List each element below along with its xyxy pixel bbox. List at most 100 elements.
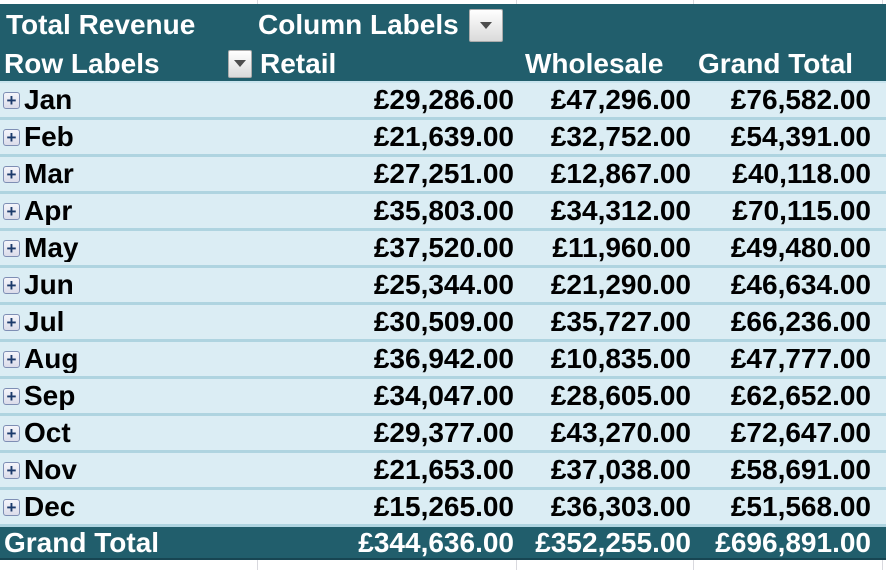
grand-total-label: Grand Total <box>4 528 160 557</box>
column-header-wholesale: Wholesale <box>525 49 664 78</box>
retail-value: £29,286.00 <box>373 86 514 114</box>
grand-total-total: £696,891.00 <box>715 528 871 557</box>
grand-total-wholesale: £352,255.00 <box>535 528 691 557</box>
pivot-row: + Dec £15,265.00 £36,303.00 £51,568.00 <box>0 490 886 527</box>
expand-plus-icon[interactable]: + <box>3 276 20 294</box>
pivot-title: Total Revenue <box>6 11 196 39</box>
row-label-cell: + Nov <box>0 456 258 484</box>
grand-total-value: £51,568.00 <box>730 493 871 521</box>
pivot-row: + May £37,520.00 £11,960.00 £49,480.00 <box>0 231 886 268</box>
grand-total-row: Grand Total £344,636.00 £352,255.00 £696… <box>0 527 886 560</box>
expand-plus-icon[interactable]: + <box>3 350 20 368</box>
expand-plus-icon[interactable]: + <box>3 165 20 183</box>
wholesale-value: £37,038.00 <box>550 456 691 484</box>
row-label-cell: + May <box>0 234 258 262</box>
retail-value: £35,803.00 <box>373 197 514 225</box>
grand-total-value: £47,777.00 <box>730 345 871 373</box>
expand-plus-icon[interactable]: + <box>3 424 20 442</box>
column-labels-filter-button[interactable] <box>468 8 503 42</box>
month-label: Jul <box>24 308 65 336</box>
grand-total-value: £54,391.00 <box>730 123 871 151</box>
pivot-row: + Feb £21,639.00 £32,752.00 £54,391.00 <box>0 120 886 157</box>
row-label-cell: + Jun <box>0 271 258 299</box>
row-labels-filter-button[interactable] <box>228 49 252 78</box>
retail-value: £21,653.00 <box>373 456 514 484</box>
wholesale-value: £12,867.00 <box>550 160 691 188</box>
row-labels-header: Row Labels <box>4 49 160 78</box>
column-labels-header: Column Labels <box>258 9 459 40</box>
pivot-row: + Apr £35,803.00 £34,312.00 £70,115.00 <box>0 194 886 231</box>
retail-value: £15,265.00 <box>373 493 514 521</box>
wholesale-value: £28,605.00 <box>550 382 691 410</box>
wholesale-value: £47,296.00 <box>550 86 691 114</box>
month-label: Sep <box>24 382 76 410</box>
retail-value: £27,251.00 <box>373 160 514 188</box>
wholesale-value: £32,752.00 <box>550 123 691 151</box>
row-label-cell: + Sep <box>0 382 258 410</box>
month-label: Feb <box>24 123 74 151</box>
row-label-cell: + Aug <box>0 345 258 373</box>
grand-total-value: £46,634.00 <box>730 271 871 299</box>
expand-plus-icon[interactable]: + <box>3 461 20 479</box>
expand-plus-icon[interactable]: + <box>3 91 20 109</box>
retail-value: £25,344.00 <box>373 271 514 299</box>
month-label: Oct <box>24 419 71 447</box>
month-label: Apr <box>24 197 73 225</box>
month-label: Dec <box>24 493 76 521</box>
row-label-cell: + Jul <box>0 308 258 336</box>
retail-value: £29,377.00 <box>373 419 514 447</box>
expand-plus-icon[interactable]: + <box>3 498 20 516</box>
pivot-row: + Jun £25,344.00 £21,290.00 £46,634.00 <box>0 268 886 305</box>
expand-plus-icon[interactable]: + <box>3 128 20 146</box>
wholesale-value: £11,960.00 <box>552 234 691 262</box>
grand-total-retail: £344,636.00 <box>358 528 514 557</box>
pivot-row: + Oct £29,377.00 £43,270.00 £72,647.00 <box>0 416 886 453</box>
pivot-header-row-2: Row Labels Retail Wholesale Grand Total <box>0 46 886 83</box>
column-gridline <box>882 560 883 570</box>
expand-plus-icon[interactable]: + <box>3 313 20 331</box>
wholesale-value: £35,727.00 <box>550 308 691 336</box>
grand-total-value: £70,115.00 <box>732 197 871 225</box>
grand-total-value: £72,647.00 <box>730 419 871 447</box>
expand-plus-icon[interactable]: + <box>3 202 20 220</box>
column-gridline <box>516 0 517 4</box>
pivot-row: + Aug £36,942.00 £10,835.00 £47,777.00 <box>0 342 886 379</box>
month-label: Mar <box>24 160 74 188</box>
row-labels-cell: Row Labels <box>0 49 258 78</box>
row-label-cell: + Dec <box>0 493 258 521</box>
row-label-cell: + Mar <box>0 160 258 188</box>
month-label: Jun <box>24 271 74 299</box>
pivot-row: + Mar £27,251.00 £12,867.00 £40,118.00 <box>0 157 886 194</box>
pivot-row: + Jan £29,286.00 £47,296.00 £76,582.00 <box>0 83 886 120</box>
retail-value: £37,520.00 <box>373 234 514 262</box>
pivot-row: + Nov £21,653.00 £37,038.00 £58,691.00 <box>0 453 886 490</box>
pivot-row: + Sep £34,047.00 £28,605.00 £62,652.00 <box>0 379 886 416</box>
month-label: Aug <box>24 345 79 373</box>
month-label: Nov <box>24 456 77 484</box>
chevron-down-icon <box>234 60 246 67</box>
month-label: Jan <box>24 86 73 114</box>
column-gridline <box>257 0 258 4</box>
wholesale-value: £10,835.00 <box>550 345 691 373</box>
column-gridline <box>693 0 694 4</box>
row-label-cell: + Jan <box>0 86 258 114</box>
wholesale-value: £36,303.00 <box>550 493 691 521</box>
grand-total-value: £58,691.00 <box>730 456 871 484</box>
retail-value: £21,639.00 <box>373 123 514 151</box>
row-label-cell: + Feb <box>0 123 258 151</box>
chevron-down-icon <box>479 21 492 29</box>
expand-plus-icon[interactable]: + <box>3 387 20 405</box>
grand-total-value: £62,652.00 <box>730 382 871 410</box>
month-label: May <box>24 234 79 262</box>
retail-value: £34,047.00 <box>373 382 514 410</box>
retail-value: £36,942.00 <box>373 345 514 373</box>
top-gridline-strip <box>0 0 886 4</box>
column-gridline <box>882 0 883 4</box>
row-label-cell: + Oct <box>0 419 258 447</box>
grand-total-value: £40,118.00 <box>732 160 871 188</box>
column-gridline <box>516 560 517 570</box>
expand-plus-icon[interactable]: + <box>3 239 20 257</box>
wholesale-value: £34,312.00 <box>550 197 691 225</box>
retail-value: £30,509.00 <box>373 308 514 336</box>
